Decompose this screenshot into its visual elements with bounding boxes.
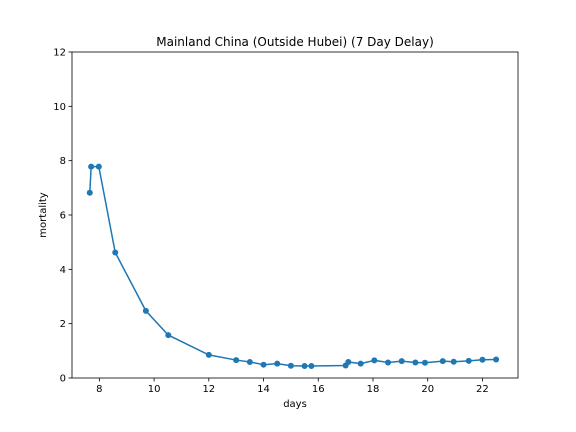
- plot-area: [71, 51, 519, 379]
- x-tick-label: 8: [96, 384, 102, 395]
- data-point: [308, 363, 315, 370]
- data-point: [88, 163, 95, 170]
- y-axis-label: mortality: [38, 192, 49, 237]
- data-point: [465, 357, 472, 364]
- data-point: [287, 362, 294, 369]
- y-tick-label: 8: [60, 156, 66, 167]
- x-tick-label: 22: [476, 384, 489, 395]
- x-tick-label: 12: [202, 384, 215, 395]
- data-point: [450, 358, 457, 365]
- y-axis-ticks: 0 2 4 6 8 10 12: [53, 48, 72, 385]
- y-tick-label: 12: [53, 48, 66, 59]
- x-tick-label: 10: [148, 384, 161, 395]
- data-point: [479, 356, 486, 363]
- data-point: [398, 358, 405, 365]
- y-tick-label: 0: [60, 374, 66, 385]
- x-tick-label: 20: [421, 384, 434, 395]
- x-tick-label: 14: [257, 384, 270, 395]
- data-point: [233, 357, 240, 364]
- data-point: [493, 356, 500, 363]
- chart-title: Mainland China (Outside Hubei) (7 Day De…: [156, 35, 434, 49]
- data-point: [357, 360, 364, 367]
- data-point: [95, 163, 102, 170]
- data-point: [260, 361, 267, 368]
- data-point: [205, 351, 212, 358]
- x-axis-label: days: [283, 399, 307, 410]
- y-tick-label: 4: [60, 265, 66, 276]
- data-point: [86, 189, 93, 196]
- y-tick-label: 6: [60, 211, 66, 222]
- data-point: [112, 249, 119, 256]
- data-point: [439, 358, 446, 365]
- series-layer: [86, 163, 500, 370]
- data-point: [345, 358, 352, 365]
- y-tick-label: 10: [53, 102, 66, 113]
- data-point: [301, 363, 308, 370]
- data-point: [246, 358, 253, 365]
- x-tick-label: 16: [312, 384, 325, 395]
- x-tick-label: 18: [367, 384, 380, 395]
- data-point: [142, 307, 149, 314]
- y-tick-label: 2: [60, 319, 66, 330]
- data-point: [274, 360, 281, 367]
- data-point: [412, 359, 419, 366]
- x-axis-ticks: 8 10 12 14 16 18 20 22: [96, 378, 489, 395]
- data-point: [165, 332, 172, 339]
- data-point: [421, 359, 428, 366]
- data-point: [371, 357, 378, 364]
- data-point: [385, 359, 392, 366]
